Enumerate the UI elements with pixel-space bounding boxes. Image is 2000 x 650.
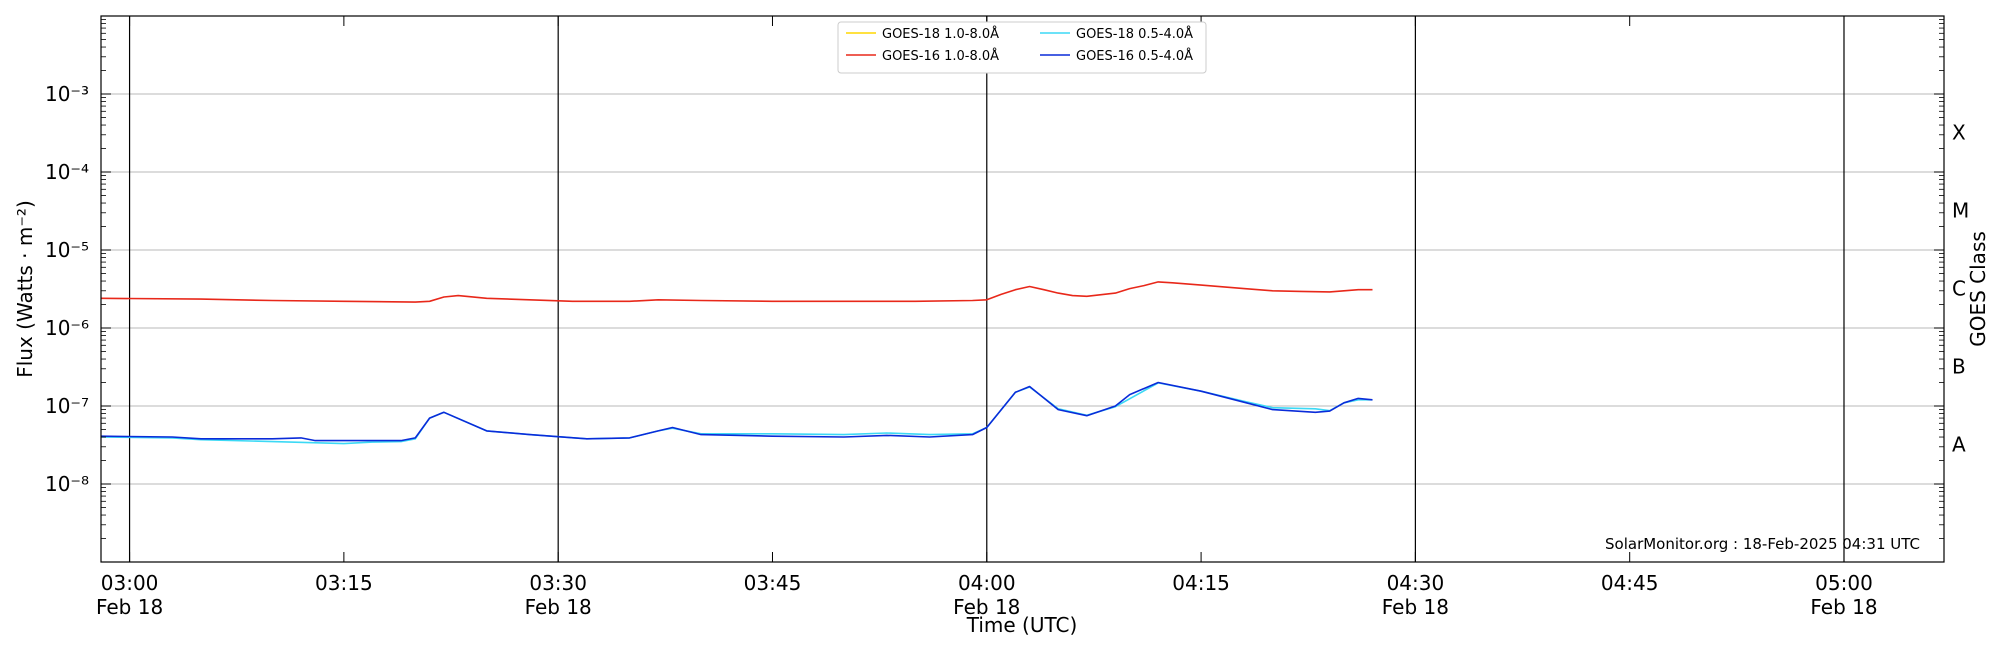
x-tick-label: 05:00 <box>1815 571 1873 595</box>
legend-label: GOES-18 1.0-8.0Å <box>882 26 999 42</box>
goes-class-label: C <box>1952 277 1966 301</box>
y-tick-labels: 10⁻⁸ 10⁻⁷ 10⁻⁶ 10⁻⁵ 10⁻⁴ 10⁻³ <box>45 82 89 496</box>
x-tick-label: 03:15 <box>315 571 373 595</box>
axis-ticks <box>101 15 1944 563</box>
x-tick-label: 03:45 <box>744 571 802 595</box>
y-tick-label: 10⁻⁶ <box>45 316 89 340</box>
series-lines <box>100 281 1373 445</box>
goes-class-label: M <box>1952 199 1969 223</box>
y-tick-label: 10⁻⁸ <box>45 472 89 496</box>
x-tick-date-label: Feb 18 <box>96 595 163 619</box>
legend-box <box>837 21 1207 74</box>
x-tick-label: 04:30 <box>1387 571 1445 595</box>
x-tick-date-label: Feb 18 <box>953 595 1020 619</box>
x-axis-title: Time (UTC) <box>966 613 1078 637</box>
day-marker-lines <box>128 16 1845 562</box>
series-line <box>100 382 1373 445</box>
x-tick-label: 04:45 <box>1601 571 1659 595</box>
plot-frame <box>100 15 1945 563</box>
goes-class-label: A <box>1952 433 1966 457</box>
legend-label: GOES-16 0.5-4.0Å <box>1076 48 1193 64</box>
y-tick-label: 10⁻⁷ <box>45 394 89 418</box>
grid-lines <box>101 93 1944 485</box>
y-tick-label: 10⁻³ <box>45 82 89 106</box>
y-axis-title: Flux (Watts · m⁻²) <box>13 200 37 378</box>
goes-class-label: B <box>1952 355 1966 379</box>
y2-axis-title: GOES Class <box>1966 231 1990 347</box>
x-tick-label: 03:30 <box>529 571 587 595</box>
goes-class-labels: A B C M X <box>1952 121 1969 457</box>
y-tick-label: 10⁻⁴ <box>45 160 89 184</box>
x-tick-label: 04:00 <box>958 571 1016 595</box>
series-line <box>100 281 1373 303</box>
legend-label: GOES-18 0.5-4.0Å <box>1076 26 1193 42</box>
legend: GOES-18 1.0-8.0Å GOES-16 1.0-8.0Å GOES-18 … <box>837 21 1207 74</box>
goes-class-label: X <box>1952 121 1966 145</box>
x-tick-label: 03:00 <box>101 571 159 595</box>
x-tick-label: 04:15 <box>1172 571 1230 595</box>
series-line <box>100 381 1373 442</box>
credit-text: SolarMonitor.org : 18-Feb-2025 04:31 UTC <box>1605 535 1920 553</box>
x-tick-date-label: Feb 18 <box>1382 595 1449 619</box>
x-tick-date-label: Feb 18 <box>525 595 592 619</box>
x-tick-date-label: Feb 18 <box>1810 595 1877 619</box>
y-tick-label: 10⁻⁵ <box>45 238 89 262</box>
legend-label: GOES-16 1.0-8.0Å <box>882 48 999 64</box>
